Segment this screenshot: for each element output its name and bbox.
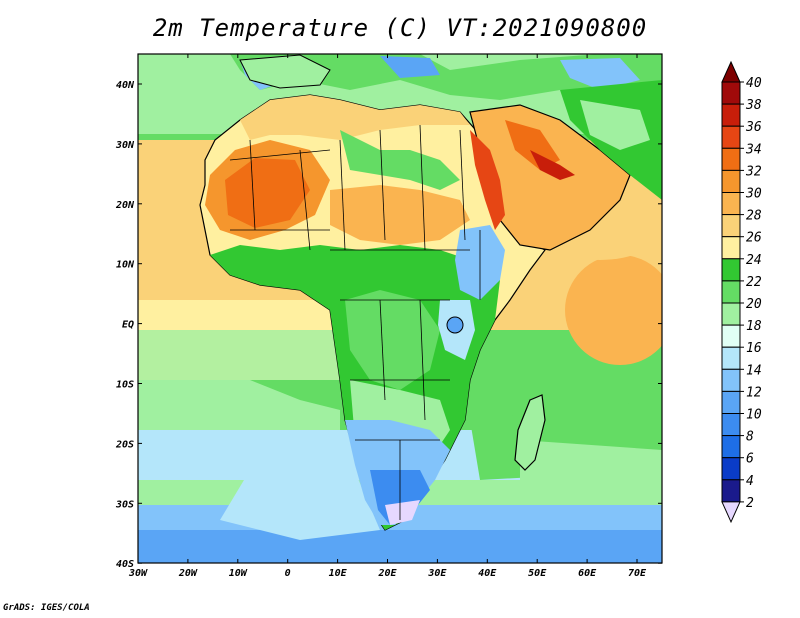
- lon-tick-label: 70E: [628, 568, 647, 579]
- colorbar-label: 18: [746, 319, 762, 334]
- colorbar-label: 30: [745, 187, 762, 202]
- colorbar-max-triangle: [721, 60, 741, 83]
- colorbar-label: 38: [745, 98, 762, 113]
- latitude-axis: 40N 30N 20N 10N EQ 10S 20S 30S 40S: [115, 80, 662, 570]
- map-field: [138, 54, 662, 563]
- colorbar-segment: [721, 413, 741, 437]
- colorbar-segment: [721, 280, 741, 304]
- lon-tick-label: 0: [285, 568, 291, 579]
- colorbar-segment: [721, 324, 741, 348]
- plot-frame: [137, 53, 663, 564]
- colorbar-label: 28: [746, 209, 762, 224]
- colorbar-label: 14: [746, 363, 762, 378]
- lon-tick-label: 30E: [427, 568, 447, 579]
- lon-tick-label: 40E: [478, 568, 497, 579]
- colorbar-label: 12: [746, 385, 762, 400]
- colorbar-label: 24: [746, 253, 762, 268]
- colorbar-segment: [721, 346, 741, 370]
- colorbar-segment: [721, 103, 741, 127]
- colorbar: 40 38 36 34 32 30 28 26 24 22 20 18 16 14 12 10 8 6 4 2: [721, 60, 762, 524]
- colorbar-segment: [721, 169, 741, 193]
- colorbar-segment: [721, 479, 741, 503]
- colorbar-segment: [721, 302, 741, 326]
- lon-tick-label: 50E: [528, 568, 547, 579]
- colorbar-label: 36: [745, 120, 762, 135]
- colorbar-label: 16: [746, 341, 762, 356]
- colorbar-label: 26: [746, 231, 762, 246]
- colorbar-segment: [721, 214, 741, 238]
- country-borders: [229, 124, 481, 520]
- lon-tick-label: 10W: [229, 568, 248, 579]
- lake-victoria: [446, 316, 464, 334]
- colorbar-label: 8: [746, 430, 754, 445]
- colorbar-segment: [721, 125, 741, 149]
- colorbar-label: 10: [746, 408, 762, 423]
- lon-tick-label: 60E: [578, 568, 597, 579]
- lon-tick-label: 20E: [377, 568, 397, 579]
- credit-text: GrADS: IGES/COLA: [3, 603, 90, 613]
- colorbar-segment: [721, 258, 741, 282]
- lat-tick-label: 10S: [116, 380, 134, 391]
- colorbar-label: 34: [745, 142, 762, 157]
- colorbar-segment: [721, 236, 741, 260]
- colorbar-min-triangle: [721, 501, 741, 524]
- lat-tick-label: 30N: [115, 140, 135, 151]
- lon-tick-label: 30W: [128, 568, 148, 579]
- lat-tick-label: 20S: [115, 439, 134, 450]
- colorbar-segment: [721, 435, 741, 459]
- lat-tick-label: 10N: [116, 260, 135, 271]
- red-sea-hot-strip: [470, 130, 505, 230]
- colorbar-segment: [721, 457, 741, 481]
- lon-tick-label: 10E: [329, 568, 348, 579]
- colorbar-segment: [721, 81, 741, 105]
- colorbar-label: 4: [746, 474, 754, 489]
- colorbar-label: 20: [746, 297, 762, 312]
- colorbar-segment: [721, 192, 741, 216]
- longitude-axis: 30W 20W 10W 0 10E 20E 30E 40E 50E 60E 70E: [128, 54, 647, 579]
- lat-tick-label: 20N: [115, 200, 135, 211]
- lat-tick-label: 40N: [116, 80, 135, 91]
- colorbar-label: 22: [746, 275, 762, 290]
- colorbar-segment: [721, 368, 741, 392]
- lat-tick-label: 30S: [115, 499, 134, 510]
- lat-tick-label: EQ: [122, 320, 134, 331]
- colorbar-label: 2: [746, 496, 754, 511]
- colorbar-segment: [721, 390, 741, 414]
- colorbar-label: 32: [745, 164, 762, 179]
- colorbar-label: 40: [746, 76, 762, 91]
- lat-tick-label: 40S: [116, 559, 134, 570]
- lon-tick-label: 20W: [178, 568, 198, 579]
- chart-title: 2m Temperature (C) VT:2021090800: [152, 14, 648, 42]
- colorbar-label: 6: [746, 452, 754, 467]
- madagascar: [514, 394, 546, 471]
- colorbar-segment: [721, 147, 741, 171]
- indian-ocean-warm-pocket: [565, 255, 662, 365]
